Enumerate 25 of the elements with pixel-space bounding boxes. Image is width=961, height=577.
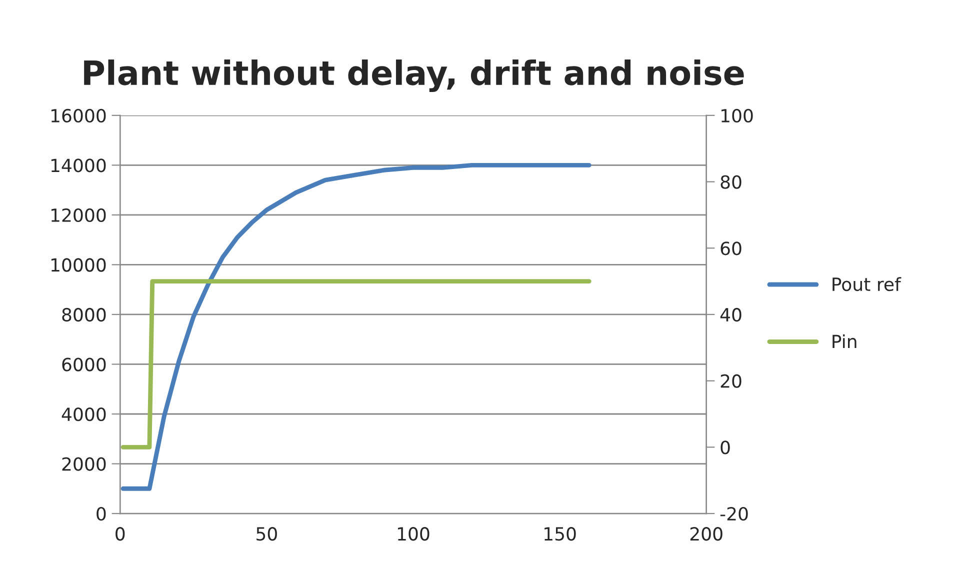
y-tick-label: 12000	[51, 208, 106, 222]
y2-tick-label: 60	[720, 242, 742, 256]
y-tick-label: 14000	[51, 158, 106, 172]
y2-tick-label: 0	[720, 440, 730, 454]
y2-tick-label: -20	[720, 506, 748, 521]
line-series	[120, 162, 592, 491]
x-tick-label: 200	[690, 527, 722, 541]
x-tick-label: 100	[398, 527, 430, 541]
y-tick-label: 10000	[51, 258, 106, 272]
y-tick-label: 16000	[51, 108, 106, 123]
y-tick-label: 0	[96, 506, 106, 521]
legend-label: Pin	[832, 334, 856, 348]
y-tick-label: 4000	[62, 407, 106, 422]
x-tick-label: 150	[544, 527, 576, 541]
legend-label: Pout ref	[832, 277, 902, 292]
x-tick-label: 50	[256, 527, 277, 541]
y-tick-label: 6000	[62, 358, 106, 372]
y2-tick-label: 20	[720, 374, 742, 388]
chart-title: Plant without delay, drift and noise	[84, 60, 744, 92]
y2-tick-label: 40	[720, 308, 742, 322]
y2-tick-label: 100	[722, 108, 753, 123]
y-tick-label: 8000	[62, 308, 106, 322]
y2-tick-label: 80	[720, 175, 742, 189]
y-tick-label: 2000	[62, 457, 106, 471]
x-tick-label: 0	[116, 527, 125, 541]
